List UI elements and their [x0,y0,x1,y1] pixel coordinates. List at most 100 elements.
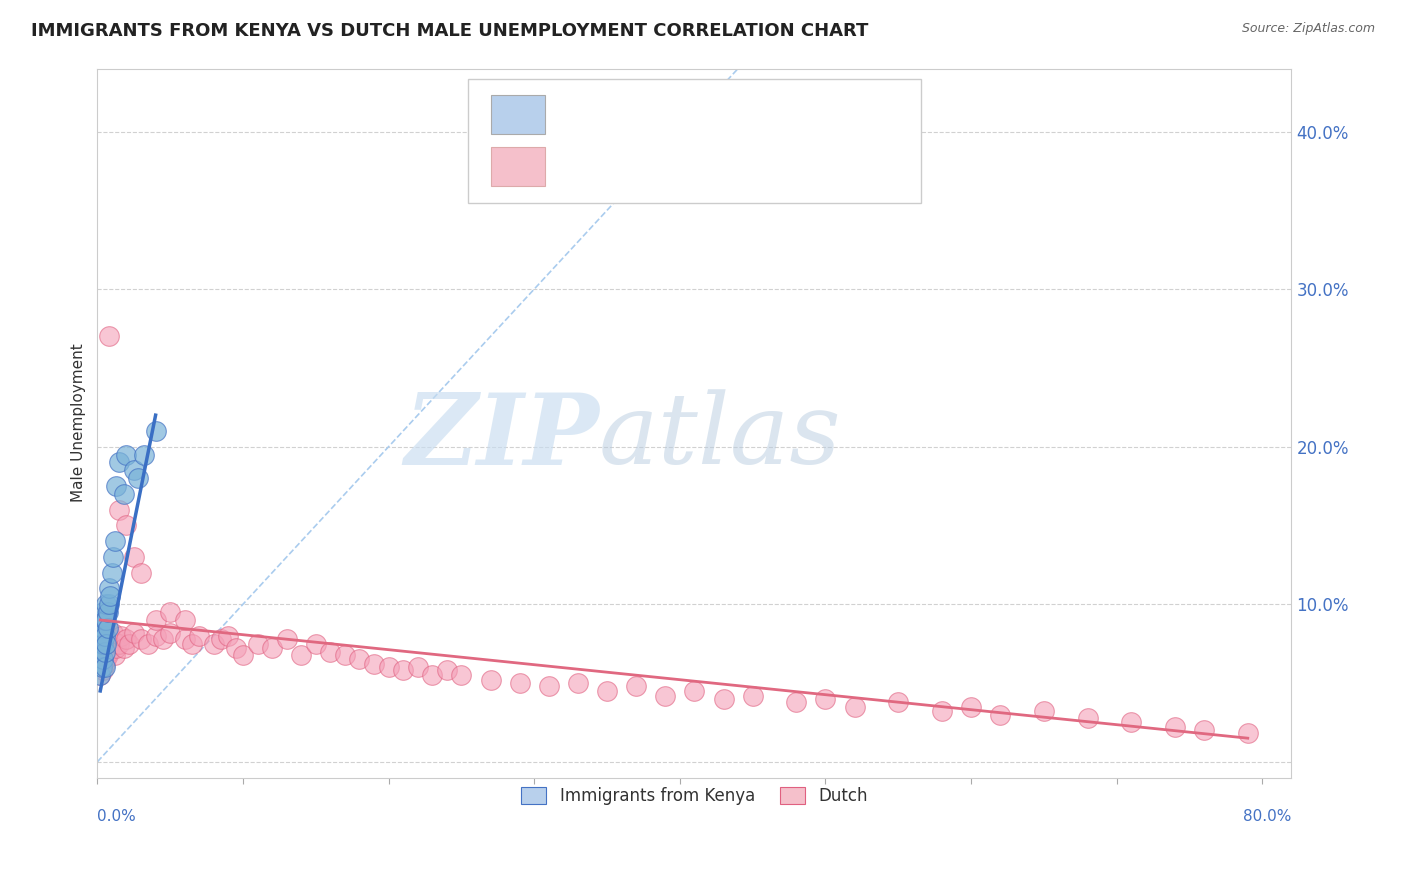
Point [94,597,117,611]
Point [91,629,114,643]
Point [127,471,149,485]
Point [98,597,121,611]
Point [262,641,284,656]
Point [960,699,983,714]
Point [377,660,399,674]
Point [683,684,706,698]
Point [93,629,115,643]
Legend: Immigrants from Kenya, Dutch: Immigrants from Kenya, Dutch [515,780,875,812]
Point [103,549,125,564]
Point [91,621,114,635]
Point [988,707,1011,722]
Point [181,637,204,651]
Point [91,648,114,662]
Point [159,625,181,640]
Point [145,613,167,627]
Point [145,424,167,438]
Point [202,637,225,651]
Point [654,689,676,703]
Point [100,590,122,604]
Point [93,657,115,672]
Point [96,605,118,619]
Text: Source: ZipAtlas.com: Source: ZipAtlas.com [1241,22,1375,36]
Point [93,621,115,635]
FancyBboxPatch shape [492,146,546,186]
Point [363,657,385,672]
Point [89,644,111,658]
Text: IMMIGRANTS FROM KENYA VS DUTCH MALE UNEMPLOYMENT CORRELATION CHART: IMMIGRANTS FROM KENYA VS DUTCH MALE UNEM… [31,22,869,40]
Text: ZIP: ZIP [404,389,599,485]
Point [596,684,619,698]
Point [145,629,167,643]
Point [91,664,114,678]
Point [1077,711,1099,725]
Point [108,637,131,651]
Point [305,637,328,651]
Point [89,632,111,646]
Point [159,605,181,619]
Point [112,487,135,501]
Point [89,613,111,627]
Point [624,679,647,693]
Point [103,625,125,640]
Point [101,632,124,646]
Point [91,637,114,651]
Point [785,695,807,709]
Point [115,518,138,533]
Point [844,699,866,714]
Point [89,668,111,682]
Point [537,679,560,693]
Point [115,632,138,646]
Point [93,641,115,656]
Point [931,705,953,719]
Point [406,660,429,674]
Point [122,625,145,640]
Point [110,629,132,643]
Point [420,668,443,682]
Point [188,629,211,643]
Point [814,691,837,706]
Point [90,660,112,674]
FancyBboxPatch shape [468,79,921,203]
Point [90,610,112,624]
Point [94,652,117,666]
Point [90,641,112,656]
Point [115,448,138,462]
Point [741,689,763,703]
Point [136,637,159,651]
Point [94,637,117,651]
Point [98,582,121,596]
Point [100,637,122,651]
Point [333,648,356,662]
Point [173,632,195,646]
Point [1032,705,1054,719]
Point [132,448,155,462]
Point [96,648,118,662]
Point [349,652,371,666]
Point [98,644,121,658]
Point [101,566,124,580]
Point [90,629,112,643]
Point [90,613,112,627]
Point [276,632,298,646]
Point [90,660,112,674]
Point [90,625,112,640]
Point [290,648,312,662]
Point [173,613,195,627]
Point [91,652,114,666]
Point [1121,715,1143,730]
Point [1192,723,1215,738]
Point [246,637,269,651]
Point [319,644,342,658]
Point [436,664,458,678]
Text: 0.0%: 0.0% [97,809,136,824]
Point [105,641,128,656]
Point [90,637,112,651]
Point [89,648,111,662]
Point [1164,720,1187,734]
Point [567,676,589,690]
Point [108,455,131,469]
FancyBboxPatch shape [492,95,546,135]
Text: N = 34: N = 34 [737,107,789,122]
Point [232,648,254,662]
